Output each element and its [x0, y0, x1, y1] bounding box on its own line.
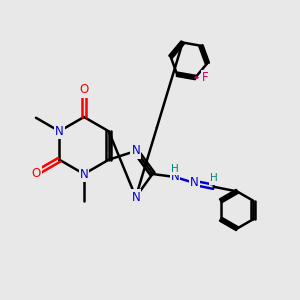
Text: N: N — [80, 167, 88, 181]
Text: N: N — [131, 190, 140, 204]
Text: N: N — [55, 125, 64, 138]
Text: N: N — [131, 144, 140, 158]
Text: O: O — [80, 83, 88, 97]
Text: N: N — [190, 176, 199, 190]
Text: H: H — [210, 173, 218, 183]
Text: N: N — [171, 170, 179, 184]
Text: H: H — [171, 164, 179, 174]
Text: F: F — [202, 71, 208, 84]
Text: O: O — [31, 167, 40, 180]
